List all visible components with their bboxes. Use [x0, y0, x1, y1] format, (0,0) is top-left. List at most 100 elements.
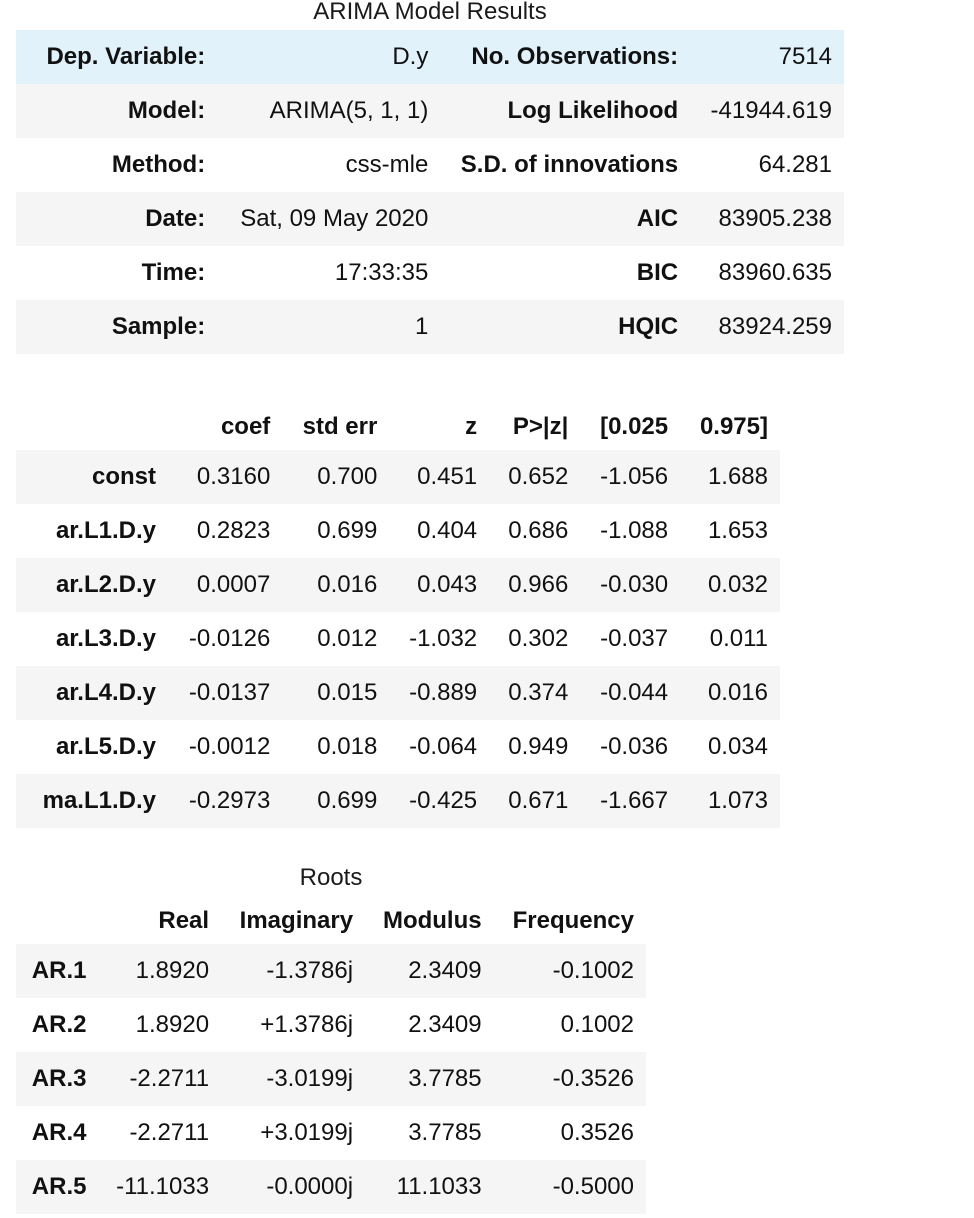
row-label: AR.1	[16, 944, 99, 998]
table-cell: 3.7785	[365, 1106, 494, 1160]
table-cell: 0.374	[489, 666, 581, 720]
row-label: ma.L1.D.y	[16, 774, 168, 828]
table-cell: -2.2711	[98, 1106, 222, 1160]
table-cell: -1.032	[389, 612, 490, 666]
table-row: AR.4 -2.2711 +3.0199j 3.7785 0.3526	[16, 1106, 646, 1160]
table-cell: -0.0126	[168, 612, 283, 666]
table-row: Method: css-mle S.D. of innovations 64.2…	[16, 138, 844, 192]
table-row: ar.L4.D.y -0.0137 0.015 -0.889 0.374 -0.…	[16, 666, 780, 720]
row-label: const	[16, 450, 168, 504]
table-row: ar.L1.D.y 0.2823 0.699 0.404 0.686 -1.08…	[16, 504, 780, 558]
row-label: ar.L2.D.y	[16, 558, 168, 612]
summary-label: Sample:	[16, 300, 218, 354]
table-cell: 0.671	[489, 774, 581, 828]
table-row: ar.L5.D.y -0.0012 0.018 -0.064 0.949 -0.…	[16, 720, 780, 774]
table-row: AR.1 1.8920 -1.3786j 2.3409 -0.1002	[16, 944, 646, 998]
table-cell: 2.3409	[365, 998, 494, 1052]
row-label: ar.L4.D.y	[16, 666, 168, 720]
coefficients-table: coef std err z P>|z| [0.025 0.975] const…	[16, 404, 780, 828]
table-cell: -0.5000	[493, 1160, 646, 1214]
table-cell: -0.0137	[168, 666, 283, 720]
table-cell: 1.8920	[98, 998, 222, 1052]
summary-label: Dep. Variable:	[16, 30, 218, 84]
roots-caption: Roots	[299, 864, 363, 891]
summary-label: HQIC	[440, 300, 691, 354]
row-label: ar.L5.D.y	[16, 720, 168, 774]
table-cell: -0.3526	[493, 1052, 646, 1106]
summary-label: BIC	[440, 246, 691, 300]
column-header: Real	[98, 898, 222, 944]
summary-value: 83905.238	[690, 192, 844, 246]
table-cell: 0.0007	[168, 558, 283, 612]
table-cell: 0.451	[389, 450, 490, 504]
table-row: const 0.3160 0.700 0.451 0.652 -1.056 1.…	[16, 450, 780, 504]
table-cell: -0.425	[389, 774, 490, 828]
column-header: Imaginary	[221, 898, 366, 944]
summary-label: Time:	[16, 246, 218, 300]
row-label: ar.L3.D.y	[16, 612, 168, 666]
table-cell: 0.016	[680, 666, 780, 720]
table-cell: 0.699	[282, 504, 390, 558]
table-row: Sample: 1 HQIC 83924.259	[16, 300, 844, 354]
row-label: ar.L1.D.y	[16, 504, 168, 558]
table-cell: -0.0000j	[221, 1160, 366, 1214]
table-cell: 0.012	[282, 612, 390, 666]
table-cell: -0.2973	[168, 774, 283, 828]
table-cell: 0.015	[282, 666, 390, 720]
table-cell: -1.088	[580, 504, 681, 558]
table-cell: -0.030	[580, 558, 681, 612]
table-cell: 0.011	[680, 612, 780, 666]
summary-table: Dep. Variable: D.y No. Observations: 751…	[16, 30, 844, 354]
summary-value: Sat, 09 May 2020	[217, 192, 441, 246]
row-label: AR.4	[16, 1106, 99, 1160]
table-row: Time: 17:33:35 BIC 83960.635	[16, 246, 844, 300]
table-cell: -0.064	[389, 720, 490, 774]
summary-value: css-mle	[217, 138, 441, 192]
table-row: Dep. Variable: D.y No. Observations: 751…	[16, 30, 844, 84]
table-cell: 0.949	[489, 720, 581, 774]
column-header	[16, 898, 99, 944]
table-cell: 2.3409	[365, 944, 494, 998]
table-cell: -1.3786j	[221, 944, 366, 998]
table-cell: +3.0199j	[221, 1106, 366, 1160]
table-cell: -3.0199j	[221, 1052, 366, 1106]
summary-label: S.D. of innovations	[440, 138, 691, 192]
summary-label: No. Observations:	[440, 30, 691, 84]
row-label: AR.5	[16, 1160, 99, 1214]
summary-value: D.y	[217, 30, 441, 84]
table-row: ar.L3.D.y -0.0126 0.012 -1.032 0.302 -0.…	[16, 612, 780, 666]
table-cell: 1.688	[680, 450, 780, 504]
table-cell: 0.1002	[493, 998, 646, 1052]
column-header: std err	[282, 404, 390, 450]
summary-label: Method:	[16, 138, 218, 192]
table-row: Model: ARIMA(5, 1, 1) Log Likelihood -41…	[16, 84, 844, 138]
table-cell: -0.1002	[493, 944, 646, 998]
summary-label: Date:	[16, 192, 218, 246]
table-cell: 0.3526	[493, 1106, 646, 1160]
coefficients-header-row: coef std err z P>|z| [0.025 0.975]	[16, 404, 780, 450]
column-header	[16, 404, 168, 450]
table-cell: -1.667	[580, 774, 681, 828]
summary-value: 7514	[690, 30, 844, 84]
table-cell: 0.302	[489, 612, 581, 666]
summary-label: Model:	[16, 84, 218, 138]
table-cell: -0.889	[389, 666, 490, 720]
table-cell: 1.653	[680, 504, 780, 558]
table-cell: 0.032	[680, 558, 780, 612]
table-cell: 1.8920	[98, 944, 222, 998]
table-cell: -11.1033	[98, 1160, 222, 1214]
summary-value: 64.281	[690, 138, 844, 192]
table-cell: 11.1033	[365, 1160, 494, 1214]
summary-value: ARIMA(5, 1, 1)	[217, 84, 441, 138]
table-cell: 0.686	[489, 504, 581, 558]
row-label: AR.3	[16, 1052, 99, 1106]
table-row: AR.3 -2.2711 -3.0199j 3.7785 -0.3526	[16, 1052, 646, 1106]
table-cell: -1.056	[580, 450, 681, 504]
column-header: Modulus	[365, 898, 494, 944]
table-cell: -0.0012	[168, 720, 283, 774]
table-cell: +1.3786j	[221, 998, 366, 1052]
summary-value: -41944.619	[690, 84, 844, 138]
table-cell: 0.652	[489, 450, 581, 504]
column-header: Frequency	[493, 898, 646, 944]
column-header: 0.975]	[680, 404, 780, 450]
